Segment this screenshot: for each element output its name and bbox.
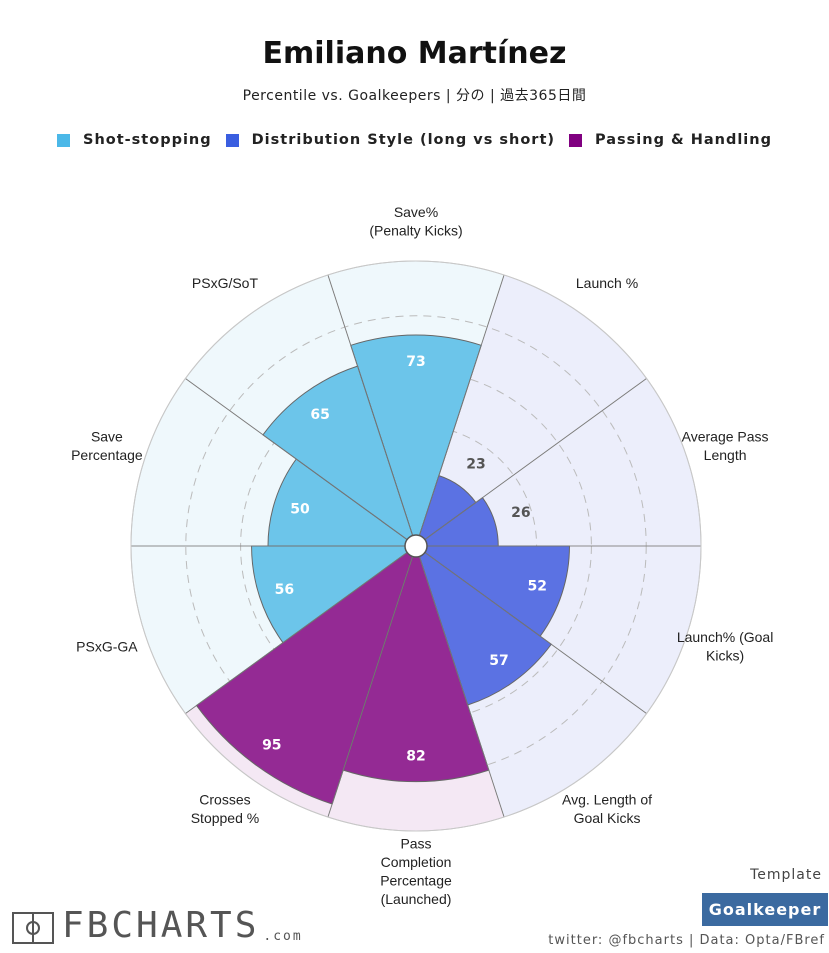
- radial-line: [415, 274, 505, 547]
- category-label-7: PSxG-GA: [76, 638, 138, 654]
- value-label-7: 56: [275, 582, 294, 598]
- value-label-4: 57: [489, 653, 508, 669]
- category-label-9: PSxG/SoT: [192, 275, 259, 291]
- legend-swatch: [225, 133, 239, 147]
- radial-line: [415, 545, 505, 818]
- fbcharts-logo: FBCHARTS .com: [12, 908, 303, 944]
- legend-item-distribution: Distribution Style (long vs short): [225, 132, 556, 148]
- value-label-9: 65: [310, 407, 329, 423]
- category-label-4: Avg. Length of Goal Kicks: [562, 792, 652, 827]
- radial-line: [415, 378, 647, 547]
- value-label-1: 23: [466, 456, 485, 472]
- category-label-6: Crosses Stopped %: [191, 792, 260, 827]
- category-label-0: Save% (Penalty Kicks): [369, 204, 462, 239]
- logo-suffix: .com: [263, 929, 303, 944]
- value-label-6: 95: [262, 737, 281, 753]
- logo-text: FBCHARTS: [62, 905, 260, 946]
- radial-line: [185, 545, 417, 714]
- legend-item-passing: Passing & Handling: [569, 132, 772, 148]
- category-label-3: Launch% (Goal Kicks): [677, 629, 774, 664]
- credit-text: twitter: @fbcharts | Data: Opta/FBref: [548, 933, 825, 948]
- value-label-3: 52: [527, 578, 546, 594]
- legend-label: Passing & Handling: [595, 132, 772, 148]
- legend-swatch: [569, 133, 583, 147]
- chart-subtitle: Percentile vs. Goalkeepers | 分の | 過去365日…: [242, 88, 587, 104]
- legend-item-shot-stopping: Shot-stopping: [57, 132, 212, 148]
- legend-swatch: [57, 133, 70, 147]
- radial-line: [327, 274, 417, 547]
- value-label-0: 73: [406, 354, 425, 370]
- value-label-2: 26: [511, 505, 530, 521]
- center-hub: [404, 534, 428, 558]
- radial-line: [327, 545, 417, 818]
- value-label-8: 50: [290, 501, 310, 517]
- category-label-1: Launch %: [576, 275, 638, 291]
- legend-label: Shot-stopping: [83, 132, 212, 148]
- chart-title: Emiliano Martínez: [262, 36, 567, 71]
- radial-line: [415, 545, 647, 714]
- category-label-5: Pass Completion Percentage (Launched): [380, 835, 452, 907]
- category-label-2: Average Pass Length: [682, 428, 769, 463]
- template-label: Template: [750, 867, 822, 883]
- radial-line: [185, 378, 417, 547]
- legend-label: Distribution Style (long vs short): [251, 132, 556, 148]
- value-label-5: 82: [406, 749, 425, 765]
- legend: Shot-stopping Distribution Style (long v…: [0, 132, 829, 148]
- category-label-8: Save Percentage: [71, 428, 143, 463]
- outer-ring: [130, 260, 702, 832]
- template-badge: Goalkeeper: [702, 893, 828, 926]
- pitch-icon: [12, 912, 54, 944]
